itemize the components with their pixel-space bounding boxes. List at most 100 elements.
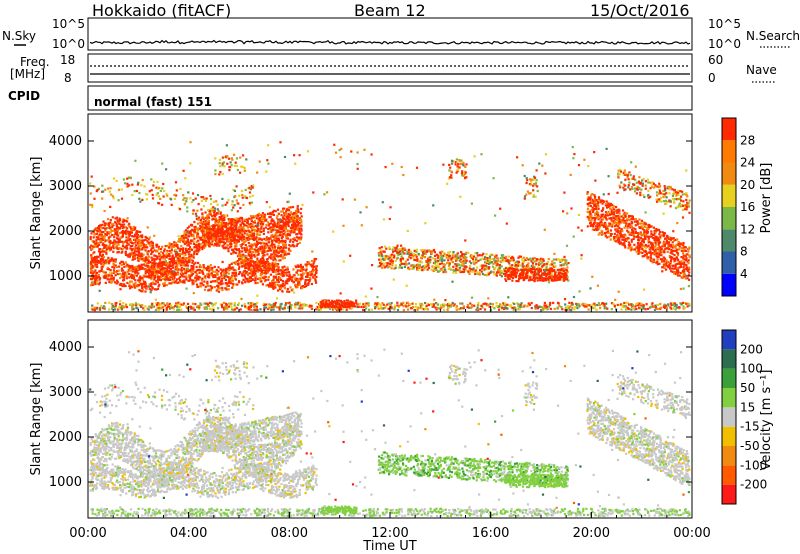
data-cell [279,226,282,230]
data-cell [209,232,212,235]
data-cell [203,280,206,283]
data-cell [223,277,226,280]
data-cell [255,267,258,270]
data-cell [98,251,102,254]
data-cell [496,259,499,263]
data-cell [241,273,244,276]
data-cell [288,273,291,276]
data-cell [211,280,214,283]
data-cell [117,247,120,251]
data-cell [132,268,135,271]
data-cell [280,210,283,213]
data-cell [144,305,147,308]
data-cell [333,300,336,303]
data-cell [284,304,287,307]
data-cell [123,276,126,279]
data-cell [248,278,251,281]
data-cell [218,238,221,241]
data-cell [144,280,147,284]
data-cell [221,164,224,167]
data-cell [242,222,245,225]
data-cell [156,276,159,279]
data-cell [236,235,239,238]
data-cell [507,267,510,270]
data-cell [234,230,238,233]
data-cell [307,282,310,285]
data-cell [253,221,256,224]
data-cell [213,215,217,218]
data-cell [553,262,556,265]
data-cell [176,308,179,311]
data-cell [290,229,293,232]
data-cell [117,243,120,246]
data-cell [467,306,471,309]
data-cell [194,279,197,282]
data-cell [262,232,265,235]
data-cell [200,279,204,282]
data-cell [151,273,154,276]
data-cell [346,306,349,309]
data-cell [119,218,122,221]
data-cell [101,235,105,238]
data-cell [203,216,206,219]
data-cell [182,198,185,201]
data-cell [245,271,249,274]
data-cell [112,250,115,253]
data-cell [208,276,211,279]
data-cell [137,247,140,250]
data-cell [179,257,182,260]
data-cell [564,303,567,306]
data-cell [403,265,406,269]
data-cell [275,264,279,267]
data-cell [285,302,288,305]
data-cell [248,186,251,189]
data-cell [113,228,116,231]
data-cell [127,176,130,179]
data-cell [222,301,225,304]
data-cell [109,269,112,272]
data-cell [271,280,274,283]
data-cell [238,280,241,283]
data-cell [535,306,538,309]
data-cell [193,308,196,311]
data-cell [188,246,192,249]
data-cell [217,290,221,293]
data-cell [272,225,275,228]
data-cell [93,271,96,274]
data-cell [120,275,123,278]
data-cell [315,269,318,272]
data-cell [275,273,278,276]
data-cell [387,307,390,310]
data-cell [408,303,412,306]
data-cell [526,276,529,279]
data-cell [219,211,222,214]
data-cell [388,246,391,249]
data-cell [292,237,295,241]
data-cell [427,266,431,270]
data-cell [400,255,403,258]
data-cell [227,198,230,202]
data-cell [209,198,213,201]
data-cell [202,205,205,208]
data-cell [305,271,308,274]
data-cell [688,303,691,306]
data-cell [280,271,284,274]
data-cell [402,309,405,312]
data-cell [257,253,260,256]
data-cell [223,238,226,241]
data-cell [98,278,101,281]
data-cell [191,192,195,195]
data-cell [283,214,286,217]
data-cell [140,252,143,255]
data-cell [358,302,361,305]
data-cell [427,256,430,259]
data-cell [182,303,185,306]
data-cell [313,273,316,276]
data-cell [260,227,263,230]
data-cell [281,241,284,244]
data-cell [295,212,298,215]
data-cell [255,305,258,308]
data-cell [518,308,521,311]
data-cell [386,303,389,306]
data-cell [243,303,246,306]
